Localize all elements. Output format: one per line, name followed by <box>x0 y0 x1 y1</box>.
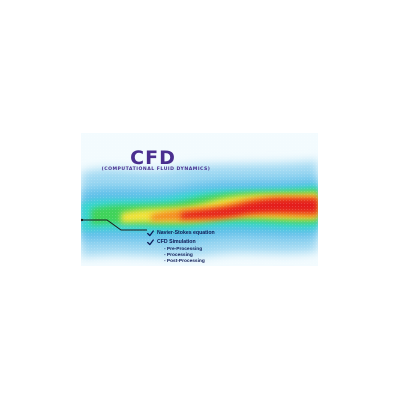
simulation-step-post-processing: - Post-Processing <box>164 259 205 264</box>
check-icon <box>147 238 154 245</box>
simulation-step-pre-processing: - Pre-Processing <box>164 247 203 252</box>
check-icon <box>147 229 154 236</box>
banner-subtitle: (COMPUTATIONAL FLUID DYNAMICS) <box>101 167 211 172</box>
checklist-item-label: Navier-Stokes equation <box>157 230 215 236</box>
checklist-item-cfd-simulation: CFD Simulation <box>147 238 196 246</box>
simulation-step-processing: - Processing <box>164 253 193 258</box>
flow-field-contour <box>81 133 318 266</box>
banner-title: CFD <box>130 147 176 169</box>
checklist-item-label: CFD Simulation <box>157 239 196 245</box>
cfd-banner-image: CFD (COMPUTATIONAL FLUID DYNAMICS) Navie… <box>81 133 318 266</box>
checklist-item-navier-stokes: Navier-Stokes equation <box>147 229 215 237</box>
